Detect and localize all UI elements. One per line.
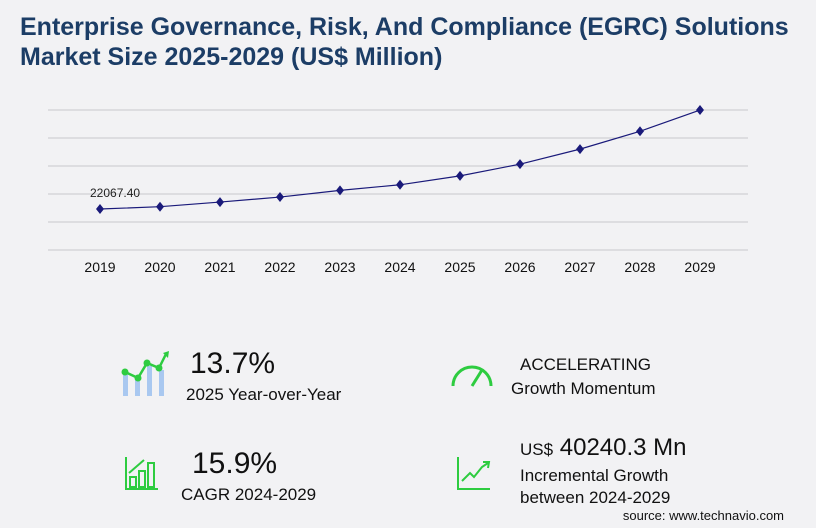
- bar-chart-up-icon: [125, 457, 158, 490]
- data-point-2028: [636, 126, 644, 137]
- data-point-2020: [156, 201, 164, 212]
- cagr-value: 15.9%: [192, 447, 278, 480]
- x-tick-label: 2026: [504, 259, 535, 275]
- yoy-value: 13.7%: [190, 347, 276, 380]
- source-note: source: www.technavio.com: [622, 508, 784, 523]
- trend-up-icon: [457, 457, 491, 490]
- speedometer-icon: [451, 365, 493, 387]
- data-point-2021: [216, 197, 224, 208]
- x-tick-label: 2028: [624, 259, 655, 275]
- data-point-2029: [696, 105, 704, 116]
- x-tick-label: 2022: [264, 259, 295, 275]
- incremental-label-1: Incremental Growth: [520, 466, 669, 485]
- incremental-amount: 40240.3 Mn: [559, 434, 687, 461]
- x-tick-label: 2019: [84, 259, 115, 275]
- data-point-2019: [96, 203, 104, 214]
- x-tick-label: 2024: [384, 259, 415, 275]
- yoy-label: 2025 Year-over-Year: [186, 385, 342, 404]
- x-tick-label: 2027: [564, 259, 595, 275]
- x-tick-label: 2021: [204, 259, 235, 275]
- data-point-2026: [516, 159, 524, 170]
- momentum-label: Growth Momentum: [511, 379, 656, 398]
- line-chart: 2019 22067.40 2020 2021 2022 2023 2024 2025 2026…: [48, 105, 748, 275]
- x-tick-label: 2020: [144, 259, 175, 275]
- cagr-label: CAGR 2024-2029: [181, 485, 317, 504]
- x-tick-label: 2025: [444, 259, 475, 275]
- data-point-2025: [456, 170, 464, 181]
- momentum-value: ACCELERATING: [520, 355, 651, 374]
- chart-title: Enterprise Governance, Risk, And Complia…: [20, 13, 789, 71]
- x-tick-label: 2029: [684, 259, 715, 275]
- data-label: 22067.40: [90, 186, 140, 200]
- currency-prefix: US$: [520, 440, 554, 459]
- data-point-2022: [276, 192, 284, 203]
- data-point-2024: [396, 179, 404, 190]
- data-point-2023: [336, 185, 344, 196]
- incremental-label-2: between 2024-2029: [520, 488, 671, 507]
- incremental-value: US$ 40240.3 Mn: [520, 434, 687, 462]
- bar-line-chart-icon: [121, 351, 169, 396]
- data-point-2027: [576, 144, 584, 155]
- x-tick-label: 2023: [324, 259, 355, 275]
